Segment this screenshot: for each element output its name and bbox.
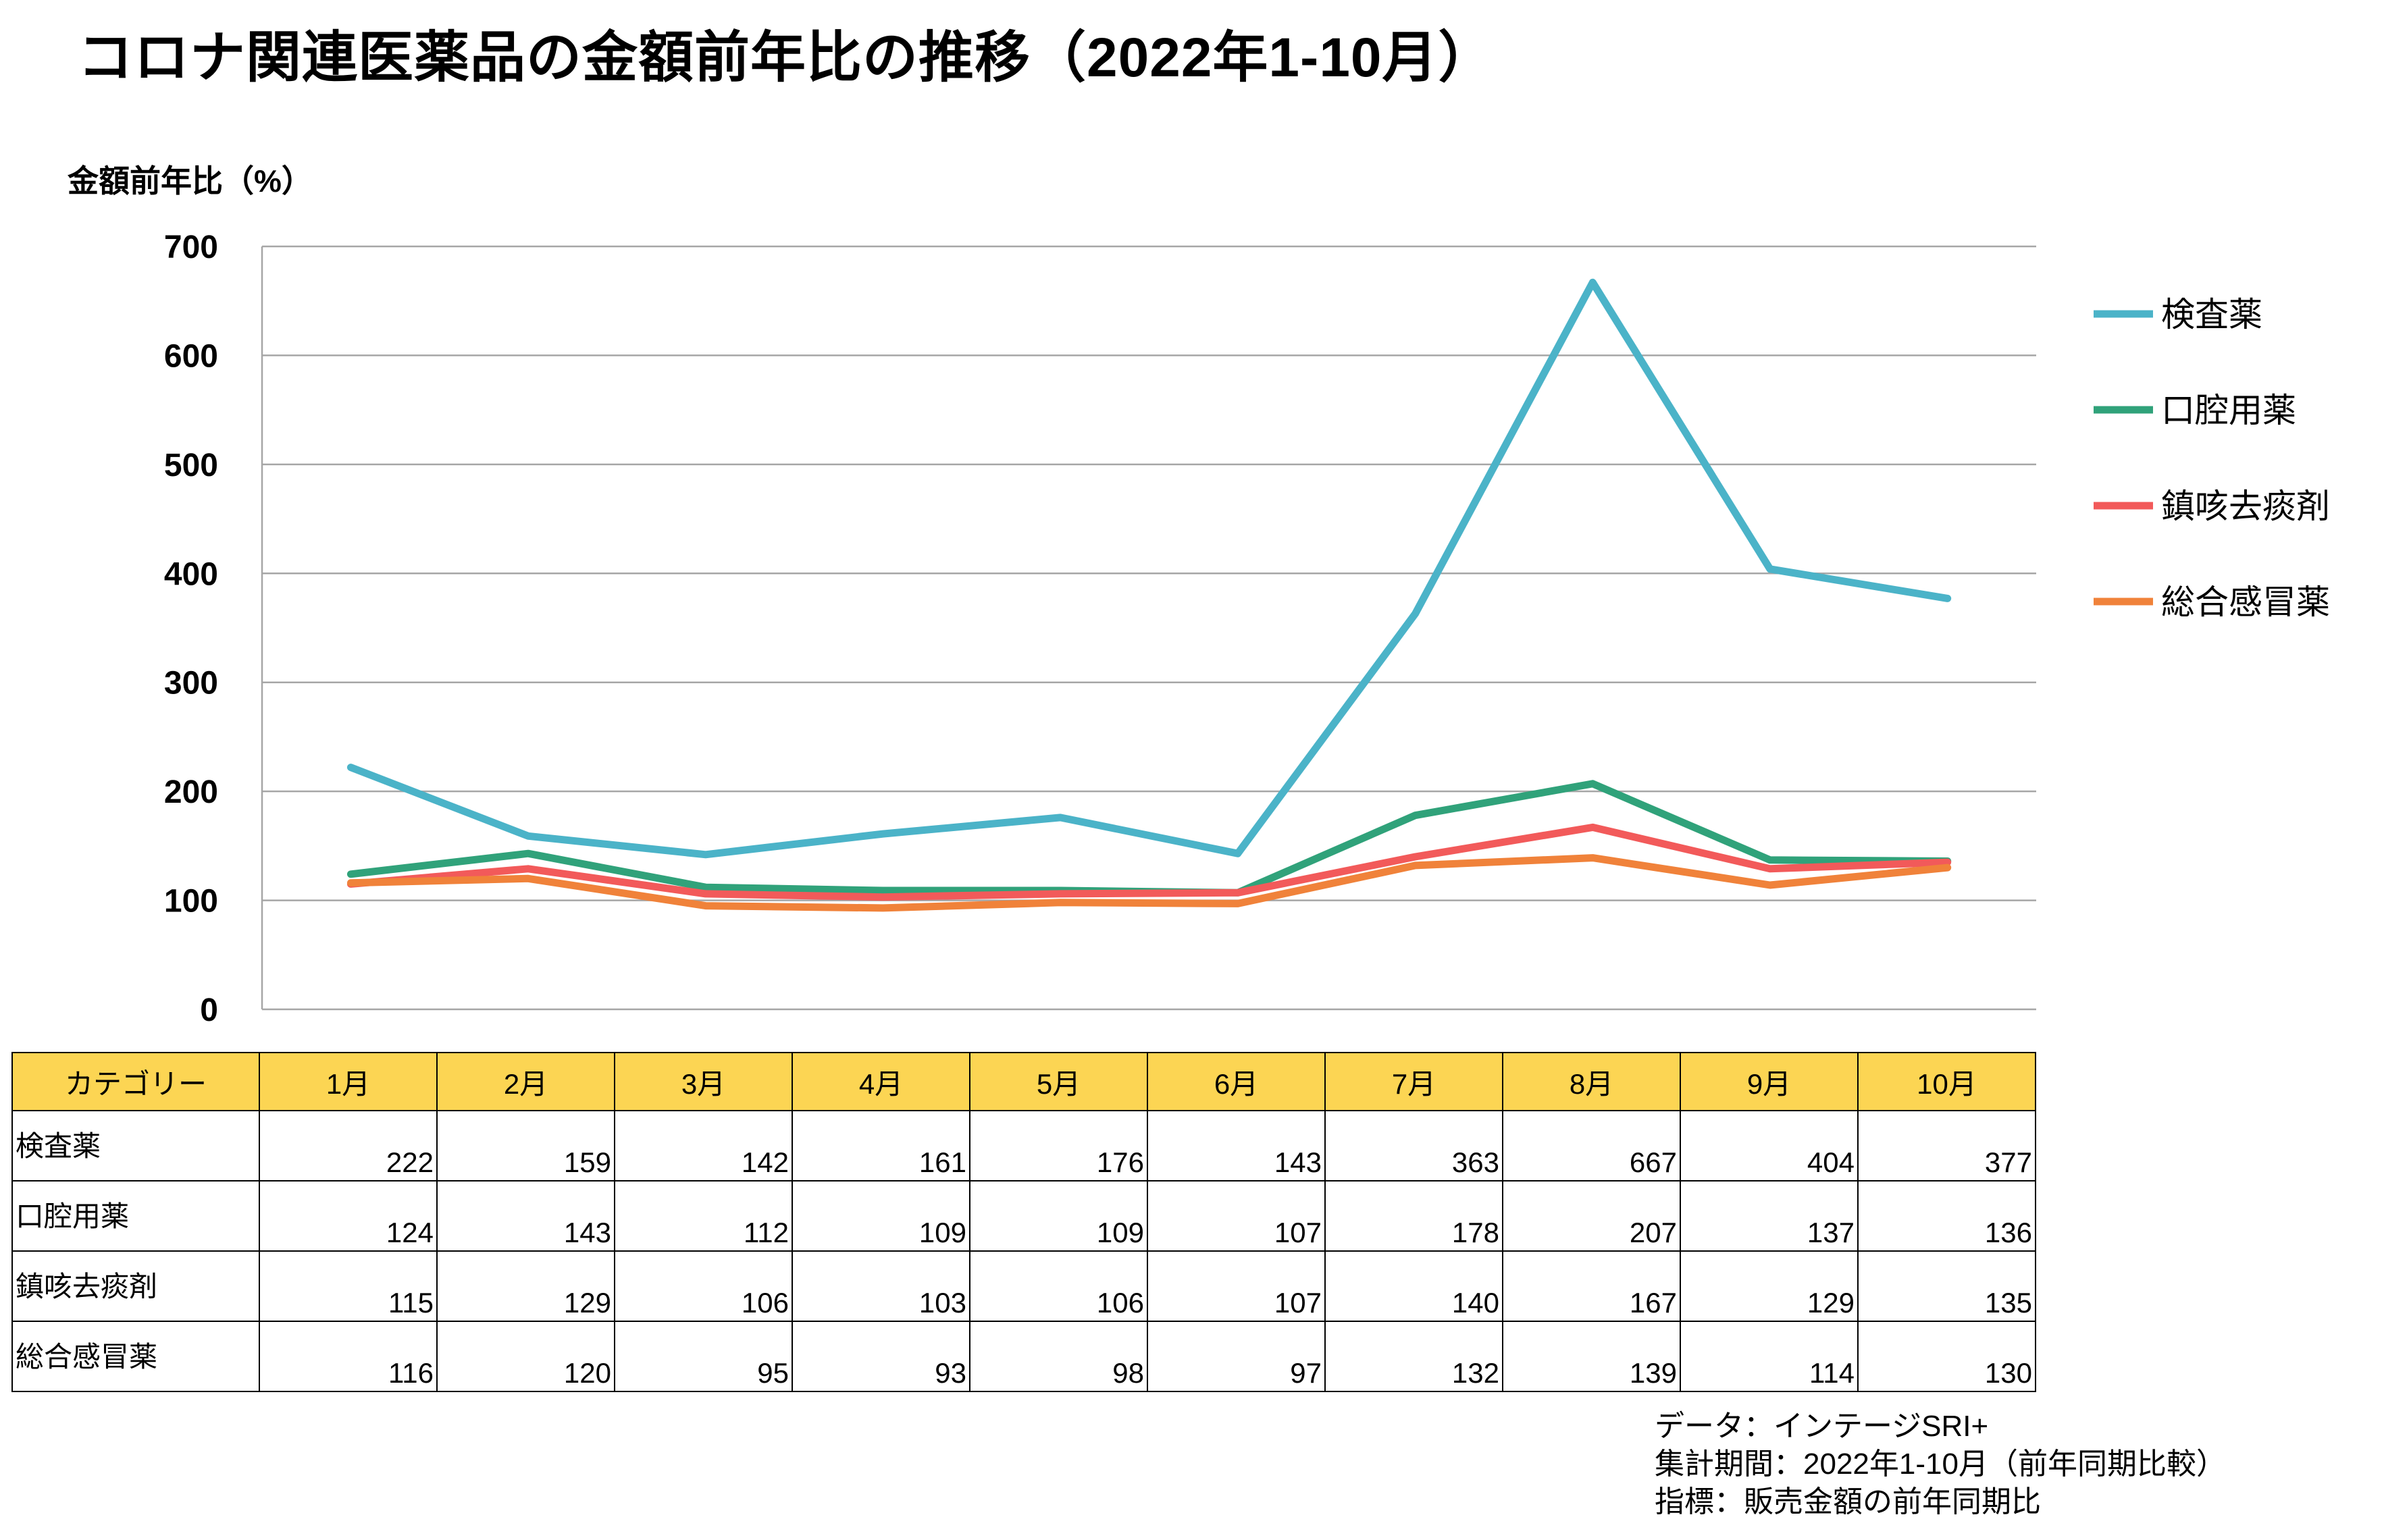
table-header-category: カテゴリー <box>11 1052 260 1111</box>
table-value-cell: 161 <box>792 1110 970 1181</box>
table-value-cell: 132 <box>1324 1321 1503 1392</box>
table-value-cell: 667 <box>1502 1110 1681 1181</box>
legend-label: 口腔用薬 <box>2161 392 2296 429</box>
table-category-cell: 鎮咳去痰剤 <box>11 1250 260 1322</box>
series-line-4 <box>346 854 1952 912</box>
y-tick-label: 300 <box>164 666 218 701</box>
table-header-month: 5月 <box>969 1052 1148 1111</box>
table-value-cell: 136 <box>1857 1180 2036 1252</box>
y-tick-label: 500 <box>164 448 218 483</box>
series-line-1 <box>346 278 1952 859</box>
table-value-cell: 143 <box>1147 1110 1326 1181</box>
legend-label: 検査薬 <box>2161 296 2262 334</box>
y-tick-labels: 0 100 200 300 400 500 600 700 <box>164 230 218 1028</box>
table-value-cell: 129 <box>1680 1250 1859 1322</box>
table-value-cell: 363 <box>1324 1110 1503 1181</box>
table-value-cell: 167 <box>1502 1250 1681 1322</box>
table-value-cell: 98 <box>969 1321 1148 1392</box>
table-header-month: 7月 <box>1324 1052 1503 1111</box>
table-value-cell: 129 <box>436 1250 615 1322</box>
table-value-cell: 112 <box>614 1180 793 1252</box>
table-value-cell: 109 <box>969 1180 1148 1252</box>
table-value-cell: 115 <box>259 1250 438 1322</box>
y-tick-label: 700 <box>164 230 218 265</box>
table-header-month: 8月 <box>1502 1052 1681 1111</box>
table-value-cell: 120 <box>436 1321 615 1392</box>
table-value-cell: 106 <box>614 1250 793 1322</box>
footnote-line: 指標：販売金額の前年同期比 <box>1655 1485 2041 1518</box>
table-value-cell: 135 <box>1857 1250 2036 1322</box>
data-table: カテゴリー 1月 2月 3月 4月 5月 6月 7月 8月 9月 10月 検査薬 222 159 142 1… <box>11 1052 2036 1392</box>
table-value-cell: 109 <box>792 1180 970 1252</box>
table-value-cell: 107 <box>1147 1250 1326 1322</box>
table-value-cell: 93 <box>792 1321 970 1392</box>
y-tick-label: 400 <box>164 556 218 592</box>
table-header-row: カテゴリー 1月 2月 3月 4月 5月 6月 7月 8月 9月 10月 <box>11 1052 2036 1111</box>
table-value-cell: 139 <box>1502 1321 1681 1392</box>
table-value-cell: 124 <box>259 1180 438 1252</box>
gridlines <box>261 245 2036 1011</box>
table-value-cell: 207 <box>1502 1180 1681 1252</box>
footnote-line: 集計期間：2022年1-10月（前年同期比較） <box>1655 1448 2226 1481</box>
legend-label: 鎮咳去痰剤 <box>2161 487 2330 525</box>
series-lines <box>346 278 1952 912</box>
table-value-cell: 404 <box>1680 1110 1859 1181</box>
table-header-month: 2月 <box>436 1052 615 1111</box>
table-value-cell: 106 <box>969 1250 1148 1322</box>
y-tick-label: 0 <box>200 992 218 1028</box>
table-value-cell: 159 <box>436 1110 615 1181</box>
footnote-line: データ：インテージSRI+ <box>1655 1410 1989 1443</box>
table-value-cell: 103 <box>792 1250 970 1322</box>
table-header-month: 1月 <box>259 1052 438 1111</box>
table-value-cell: 377 <box>1857 1110 2036 1181</box>
table-value-cell: 107 <box>1147 1180 1326 1252</box>
table-value-cell: 95 <box>614 1321 793 1392</box>
table-header-month: 3月 <box>614 1052 793 1111</box>
table-value-cell: 143 <box>436 1180 615 1252</box>
table-category-cell: 総合感冒薬 <box>11 1321 260 1392</box>
table-row: 口腔用薬 124 143 112 109 109 107 178 207 137 136 <box>11 1180 2036 1252</box>
table-value-cell: 116 <box>259 1321 438 1392</box>
y-tick-label: 100 <box>164 884 218 920</box>
table-row: 総合感冒薬 116 120 95 93 98 97 132 139 114 130 <box>11 1321 2036 1392</box>
table-category-cell: 口腔用薬 <box>11 1180 260 1252</box>
table-category-cell: 検査薬 <box>11 1110 260 1181</box>
table-row: 検査薬 222 159 142 161 176 143 363 667 404 377 <box>11 1110 2036 1181</box>
y-tick-label: 600 <box>164 338 218 374</box>
table-value-cell: 142 <box>614 1110 793 1181</box>
y-axis-label: 金額前年比（%） <box>68 163 313 198</box>
table-value-cell: 97 <box>1147 1321 1326 1392</box>
table-value-cell: 176 <box>969 1110 1148 1181</box>
table-header-month: 9月 <box>1680 1052 1859 1111</box>
page-title: コロナ関連医薬品の金額前年比の推移（2022年1-10月） <box>78 27 1495 88</box>
y-tick-label: 200 <box>164 774 218 810</box>
series-line-3 <box>346 823 1952 901</box>
table-header-month: 10月 <box>1857 1052 2036 1111</box>
table-value-cell: 178 <box>1324 1180 1503 1252</box>
table-header-month: 4月 <box>792 1052 970 1111</box>
table-value-cell: 222 <box>259 1110 438 1181</box>
legend-label: 総合感冒薬 <box>2161 583 2330 621</box>
table-header-month: 6月 <box>1147 1052 1326 1111</box>
table-value-cell: 130 <box>1857 1321 2036 1392</box>
table-value-cell: 140 <box>1324 1250 1503 1322</box>
footnotes: データ：インテージSRI+ 集計期間：2022年1-10月（前年同期比較） 指標：販… <box>1655 1408 2226 1521</box>
table-value-cell: 114 <box>1680 1321 1859 1392</box>
table-row: 鎮咳去痰剤 115 129 106 103 106 107 140 167 129 135 <box>11 1250 2036 1322</box>
table-value-cell: 137 <box>1680 1180 1859 1252</box>
